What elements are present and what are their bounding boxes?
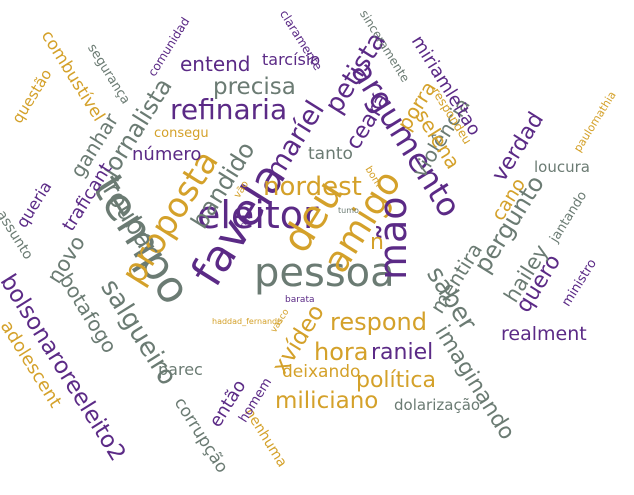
- word-tarcisio: tarcísio: [262, 50, 321, 69]
- word-nordest: nordest: [263, 172, 362, 202]
- word-realment: realment: [501, 323, 587, 345]
- word-pessoa: pessoa: [254, 250, 395, 296]
- word-novo: novo: [42, 231, 90, 288]
- word-barata: barata: [285, 295, 315, 305]
- word-raniel: raniel: [371, 340, 434, 365]
- word-questao: questão: [8, 65, 56, 127]
- word-dolarizacao: dolarização: [394, 396, 481, 414]
- word-haddad-fernando: haddad_fernando: [212, 317, 283, 326]
- word-consegu: consegu: [154, 126, 209, 141]
- word-queria: queria: [12, 177, 56, 232]
- word-numero: número: [132, 144, 202, 165]
- word-deixando: deixando: [282, 362, 361, 382]
- word-refinaria: refinaria: [170, 93, 288, 126]
- word-jantando: jantando: [547, 188, 591, 246]
- word-entend: entend: [180, 52, 251, 76]
- word-tumo: tumo: [338, 206, 359, 215]
- word-precisa: precisa: [213, 74, 296, 100]
- word-eleitor: eleitor: [197, 193, 319, 237]
- word-respond: respond: [330, 308, 427, 336]
- word-miliciano: miliciano: [275, 388, 379, 414]
- word-tanto: tanto: [308, 144, 353, 164]
- word-hora: hora: [314, 338, 369, 366]
- word-loucura: loucura: [534, 158, 590, 176]
- word-ministro: ministro: [559, 256, 600, 310]
- word-politica: política: [356, 368, 436, 393]
- word-n: n: [370, 230, 384, 255]
- word-paulomathia: paulomathia: [571, 88, 619, 155]
- word-parec: parec: [158, 360, 203, 379]
